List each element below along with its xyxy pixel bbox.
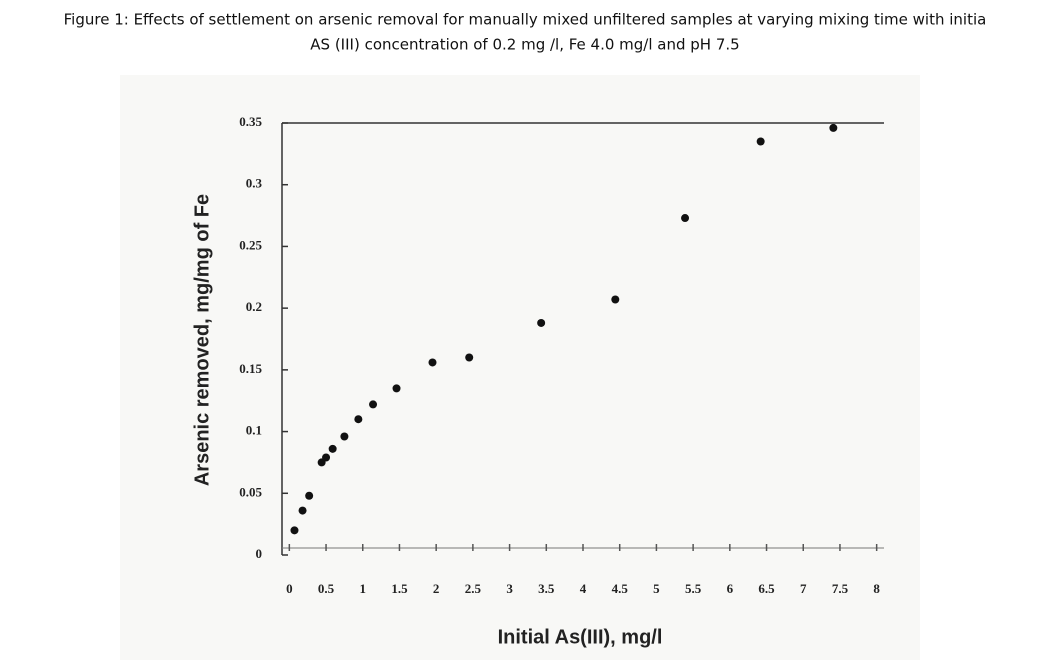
y-tick-label: 0.3	[246, 176, 263, 191]
x-tick-label: 8	[873, 581, 880, 596]
data-point	[369, 400, 378, 409]
x-tick-label: 7.5	[832, 581, 849, 596]
data-point	[328, 444, 337, 453]
data-point	[305, 491, 314, 500]
x-tick-label: 0	[286, 581, 293, 596]
caption-line: AS (III) concentration of 0.2 mg /l, Fe …	[310, 36, 739, 54]
y-tick-label: 0.05	[239, 484, 262, 499]
x-axis-label: Initial As(III), mg/l	[498, 626, 663, 648]
x-tick-label: 3	[506, 581, 513, 596]
x-tick-label: 5.5	[685, 581, 702, 596]
x-tick-label: 2	[433, 581, 440, 596]
x-tick-label: 5	[653, 581, 660, 596]
data-point	[392, 384, 401, 393]
y-tick-label: 0.2	[246, 299, 262, 314]
data-point	[428, 358, 437, 367]
data-point	[340, 432, 349, 441]
figure-background	[120, 75, 920, 660]
y-axis-label: Arsenic removed, mg/mg of Fe	[191, 194, 213, 486]
y-tick-label: 0	[256, 546, 263, 561]
x-tick-label: 4	[580, 581, 587, 596]
x-tick-label: 1.5	[391, 581, 408, 596]
data-point	[537, 318, 546, 327]
x-tick-label: 3.5	[538, 581, 555, 596]
x-tick-label: 0.5	[318, 581, 335, 596]
x-tick-label: 2.5	[465, 581, 482, 596]
x-tick-label: 6	[727, 581, 734, 596]
data-point	[354, 415, 363, 424]
data-point	[298, 506, 307, 515]
x-tick-label: 4.5	[612, 581, 629, 596]
x-tick-label: 6.5	[758, 581, 775, 596]
y-tick-label: 0.15	[239, 361, 262, 376]
caption-line: Figure 1: Effects of settlement on arsen…	[64, 11, 987, 29]
data-point	[611, 295, 620, 304]
data-point	[322, 453, 331, 462]
y-tick-label: 0.1	[246, 423, 262, 438]
y-tick-label: 0.35	[239, 114, 262, 129]
y-tick-label: 0.25	[239, 237, 262, 252]
data-point	[290, 526, 299, 535]
data-point	[465, 353, 474, 362]
x-tick-label: 7	[800, 581, 807, 596]
data-point	[829, 123, 838, 132]
data-point	[681, 214, 690, 223]
x-tick-label: 1	[360, 581, 367, 596]
data-point	[756, 137, 765, 146]
